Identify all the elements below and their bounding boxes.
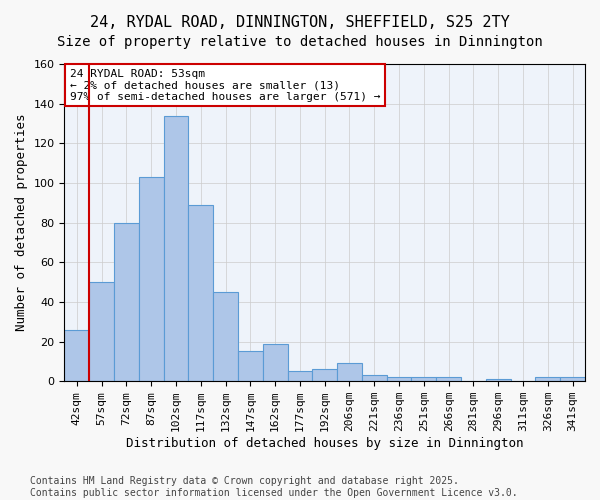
Bar	[436, 378, 461, 381]
Bar	[313, 370, 337, 381]
Bar	[287, 372, 313, 381]
Bar	[188, 205, 213, 381]
Bar	[89, 282, 114, 381]
Bar	[64, 330, 89, 381]
Text: Size of property relative to detached houses in Dinnington: Size of property relative to detached ho…	[57, 35, 543, 49]
Bar	[263, 344, 287, 381]
Bar	[164, 116, 188, 381]
Bar	[139, 177, 164, 381]
Bar	[114, 222, 139, 381]
Bar	[535, 378, 560, 381]
Bar	[337, 364, 362, 381]
Text: 24 RYDAL ROAD: 53sqm
← 2% of detached houses are smaller (13)
97% of semi-detach: 24 RYDAL ROAD: 53sqm ← 2% of detached ho…	[70, 69, 380, 102]
Bar	[560, 378, 585, 381]
Bar	[412, 378, 436, 381]
Bar	[213, 292, 238, 381]
Bar	[486, 379, 511, 381]
Y-axis label: Number of detached properties: Number of detached properties	[15, 114, 28, 332]
Bar	[362, 376, 386, 381]
Text: 24, RYDAL ROAD, DINNINGTON, SHEFFIELD, S25 2TY: 24, RYDAL ROAD, DINNINGTON, SHEFFIELD, S…	[90, 15, 510, 30]
Text: Contains HM Land Registry data © Crown copyright and database right 2025.
Contai: Contains HM Land Registry data © Crown c…	[30, 476, 518, 498]
Bar	[386, 378, 412, 381]
Bar	[238, 352, 263, 381]
X-axis label: Distribution of detached houses by size in Dinnington: Distribution of detached houses by size …	[126, 437, 523, 450]
